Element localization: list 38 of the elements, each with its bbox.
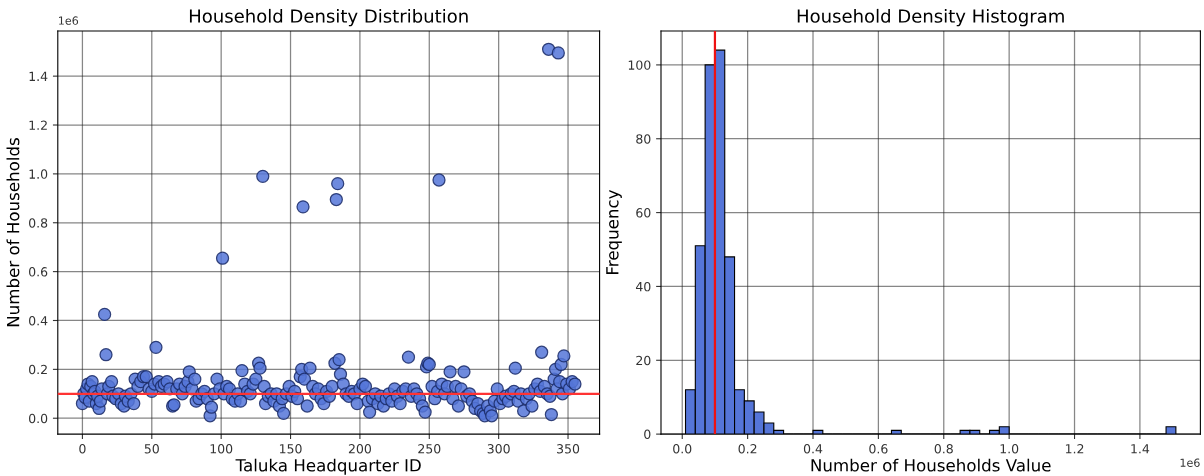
x-tick-label: 0.4 bbox=[803, 444, 823, 454]
y-tick-label: 0.8 bbox=[29, 218, 48, 228]
x-tick-label: 1.4 bbox=[1131, 444, 1150, 454]
x-tick-label: 0.6 bbox=[869, 444, 888, 454]
x-tick-label: 0.0 bbox=[673, 444, 692, 454]
x-tick-label: 200 bbox=[348, 444, 372, 454]
y-axis-title: Number of Households bbox=[6, 138, 20, 327]
y-tick-label: 80 bbox=[636, 134, 651, 144]
y-tick-label: 0 bbox=[644, 429, 651, 440]
x-axis-title: Number of Households Value bbox=[811, 458, 1051, 472]
chart-title: Household Density Histogram bbox=[797, 8, 1064, 27]
y-tick-label: 1.2 bbox=[29, 120, 47, 130]
y-tick-label: 0.2 bbox=[29, 364, 47, 375]
x-tick-label: 0 bbox=[79, 444, 86, 454]
y-tick-label: 100 bbox=[628, 60, 651, 70]
x-tick-label: 50 bbox=[144, 444, 159, 454]
x-axis-title: Taluka Headquarter ID bbox=[235, 458, 421, 475]
text: 1e6 bbox=[59, 16, 79, 25]
x-tick-label: 0.2 bbox=[738, 444, 757, 454]
y-axis-title: Frequency bbox=[606, 189, 622, 274]
x-tick-label: 300 bbox=[487, 444, 510, 454]
x-tick-label: 100 bbox=[210, 444, 233, 454]
text: 1e6 bbox=[1180, 458, 1200, 467]
chart-title: Household Density Distribution bbox=[189, 8, 468, 27]
x-tick-label: 350 bbox=[557, 444, 580, 454]
y-tick-label: 60 bbox=[636, 208, 651, 218]
x-tick-label: 1.2 bbox=[1065, 444, 1084, 454]
x-tick-label: 0.8 bbox=[934, 444, 953, 454]
y-tick-label: 1.4 bbox=[29, 71, 48, 81]
y-tick-label: 40 bbox=[635, 281, 651, 292]
x-tick-label: 150 bbox=[279, 444, 302, 454]
x-tick-label: 250 bbox=[418, 444, 441, 454]
x-tick-label: 1.0 bbox=[1000, 444, 1019, 454]
y-tick-label: 1.0 bbox=[29, 169, 48, 179]
y-tick-label: 0.6 bbox=[29, 267, 48, 277]
y-tick-label: 20 bbox=[636, 355, 651, 366]
y-tick-label: 0.0 bbox=[29, 413, 48, 424]
y-tick-label: 0.4 bbox=[29, 315, 48, 326]
